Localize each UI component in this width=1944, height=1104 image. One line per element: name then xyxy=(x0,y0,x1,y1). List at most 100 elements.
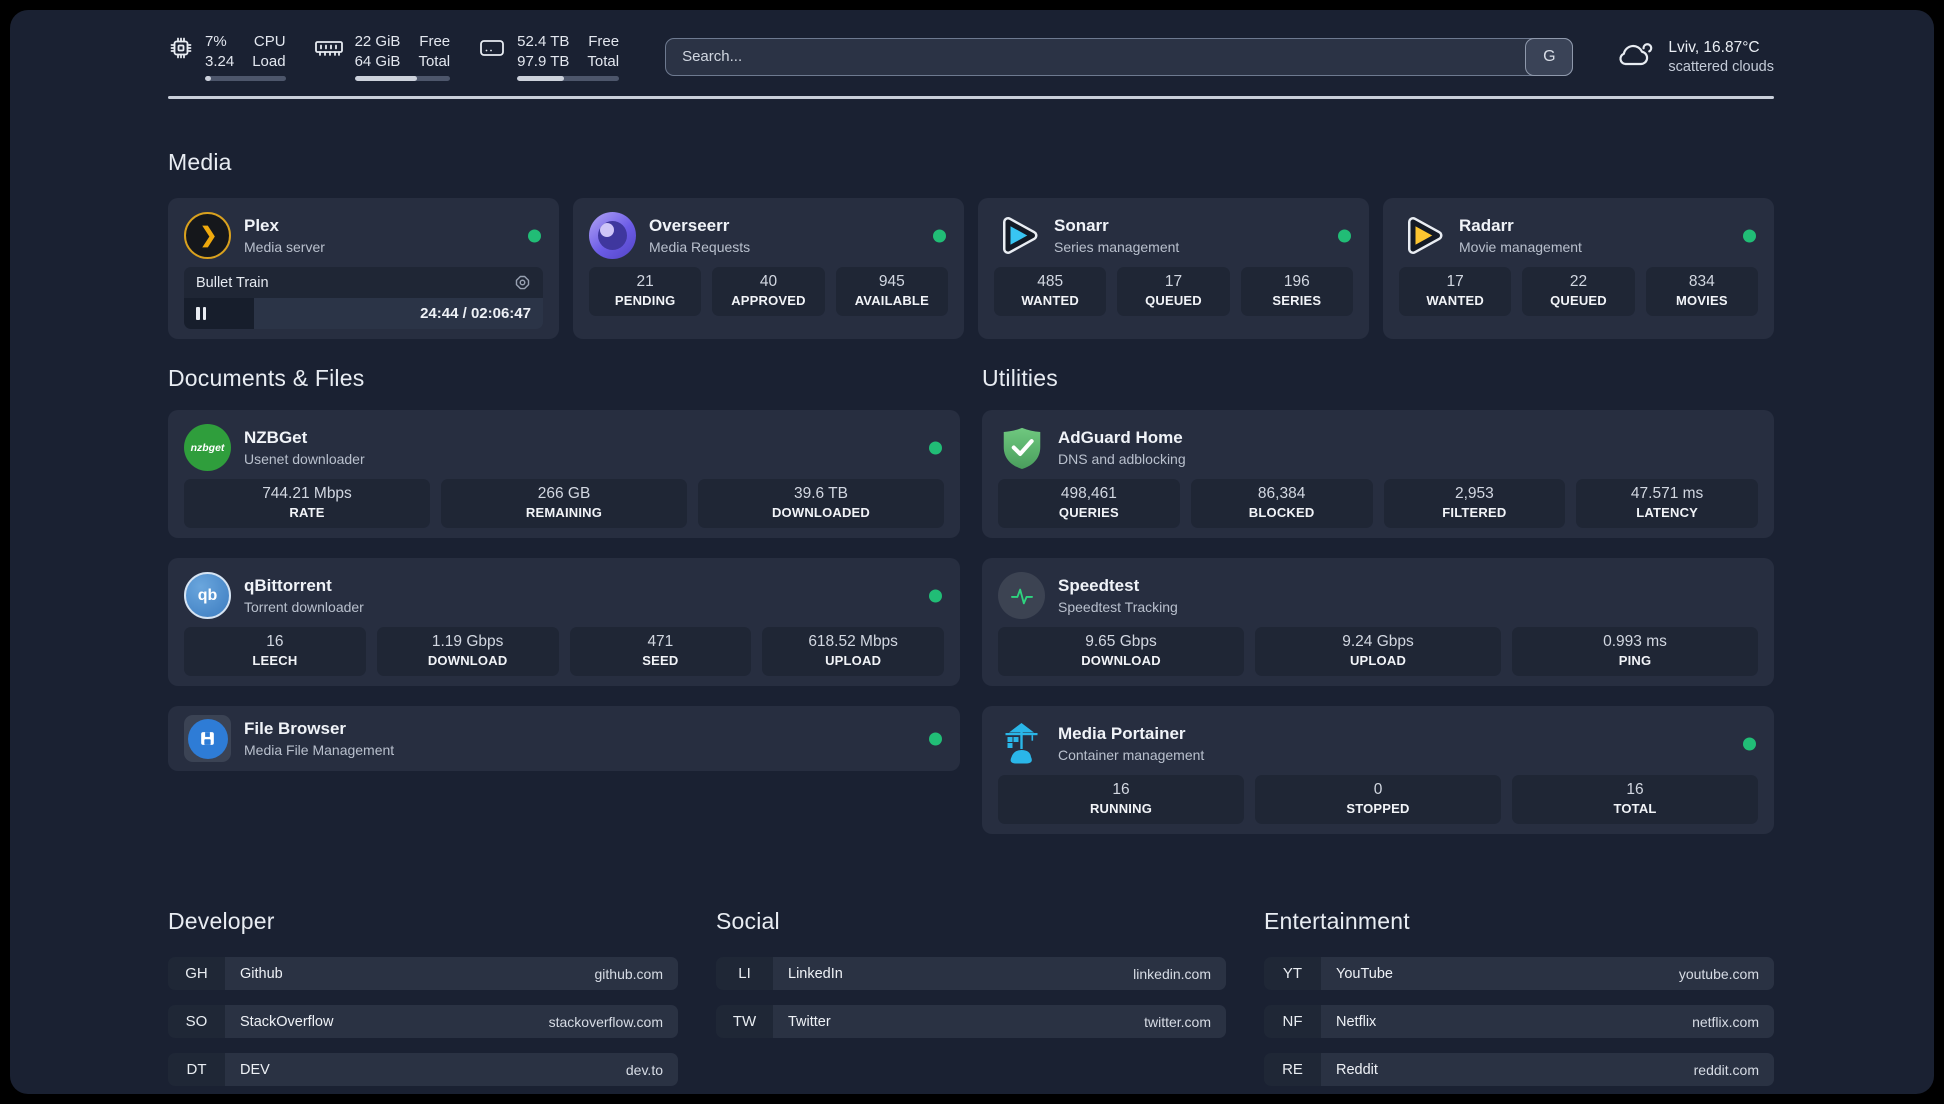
app-card-nzbget[interactable]: nzbget NZBGet Usenet downloader 744.21 M… xyxy=(168,410,960,538)
stat-box-series: 196 SERIES xyxy=(1240,267,1353,316)
stat-box-latency: 47.571 ms LATENCY xyxy=(1576,479,1758,528)
bookmark-url: youtube.com xyxy=(1678,965,1759,982)
stat-box-wanted: 17 WANTED xyxy=(1399,267,1512,316)
top-bar: 7% 3.24 CPU Load 22 GiB 64 GiB Free Total xyxy=(168,32,1774,81)
bookmark-abbr: SO xyxy=(168,1005,225,1038)
stat-box-remaining: 266 GB REMAINING xyxy=(441,479,687,528)
bookmark-linkedin[interactable]: LI LinkedIn linkedin.com xyxy=(716,957,1226,990)
app-card-filebrowser[interactable]: File Browser Media File Management xyxy=(168,706,960,771)
app-description: Media server xyxy=(244,239,325,255)
search-input[interactable] xyxy=(666,38,1527,75)
bookmark-url: linkedin.com xyxy=(1133,965,1211,982)
weather-location-temp: Lviv, 16.87°C xyxy=(1668,38,1760,56)
search-engine-button[interactable]: G xyxy=(1525,37,1574,76)
app-description: Media Requests xyxy=(649,239,751,255)
app-name: Speedtest xyxy=(1058,576,1140,595)
speedtest-icon xyxy=(998,572,1045,619)
app-description: Movie management xyxy=(1459,239,1582,255)
adguard-icon xyxy=(998,424,1045,471)
cpu-icon xyxy=(168,35,194,66)
section-title-developer: Developer xyxy=(168,908,275,934)
plex-icon: ❯ xyxy=(184,212,231,259)
section-title-media: Media xyxy=(168,149,232,175)
status-online-dot xyxy=(1743,737,1756,750)
bookmark-netflix[interactable]: NF Netflix netflix.com xyxy=(1264,1005,1774,1038)
ram-icon xyxy=(314,35,344,66)
ram-label-2: Total xyxy=(418,52,451,70)
radarr-icon xyxy=(1399,212,1446,259)
app-description: Media File Management xyxy=(244,742,395,758)
weather-condition: scattered clouds xyxy=(1668,58,1774,75)
bookmark-abbr: TW xyxy=(716,1005,773,1038)
app-card-portainer[interactable]: Media Portainer Container management 16 R… xyxy=(982,706,1774,834)
stat-box-rate: 744.21 Mbps RATE xyxy=(184,479,430,528)
utilities-column: Utilities AdGuard Home DNS and adblockin… xyxy=(982,339,1774,854)
bookmark-url: github.com xyxy=(594,965,663,982)
ram-total: 64 GiB xyxy=(354,52,401,70)
bookmark-youtube[interactable]: YT YouTube youtube.com xyxy=(1264,957,1774,990)
app-card-plex[interactable]: ❯ Plex Media server Bullet Train xyxy=(168,198,559,339)
status-online-dot xyxy=(933,229,946,242)
media-grid: ❯ Plex Media server Bullet Train xyxy=(168,198,1774,339)
bookmark-name: YouTube xyxy=(1336,965,1393,982)
playback-progress-bar[interactable]: 24:44 / 02:06:47 xyxy=(184,298,543,329)
bookmark-github[interactable]: GH Github github.com xyxy=(168,957,678,990)
app-card-speedtest[interactable]: Speedtest Speedtest Tracking 9.65 Gbps DO… xyxy=(982,558,1774,686)
stat-box-total: 16 TOTAL xyxy=(1512,775,1758,824)
bookmark-twitter[interactable]: TW Twitter twitter.com xyxy=(716,1005,1226,1038)
stat-box-queued: 17 QUEUED xyxy=(1117,267,1230,316)
app-name: Sonarr xyxy=(1054,216,1109,235)
stat-box-filtered: 2,953 FILTERED xyxy=(1383,479,1566,528)
stat-box-upload: 9.24 Gbps UPLOAD xyxy=(1255,627,1501,676)
app-name: Plex xyxy=(244,216,279,235)
bookmark-reddit[interactable]: RE Reddit reddit.com xyxy=(1264,1053,1774,1086)
app-card-radarr[interactable]: Radarr Movie management 17 WANTED 22 QUEUE… xyxy=(1383,198,1774,339)
bookmark-name: LinkedIn xyxy=(788,965,843,982)
disk-label-2: Total xyxy=(587,52,620,70)
app-card-adguard[interactable]: AdGuard Home DNS and adblocking 498,461 Q… xyxy=(982,410,1774,538)
sonarr-icon xyxy=(994,212,1041,259)
bookmark-url: reddit.com xyxy=(1693,1061,1759,1078)
app-name: NZBGet xyxy=(244,428,308,447)
bookmark-name: Twitter xyxy=(788,1013,831,1030)
bookmark-abbr: DT xyxy=(168,1053,225,1086)
stat-box-queued: 22 QUEUED xyxy=(1522,267,1635,316)
app-card-qbittorrent[interactable]: qb qBittorrent Torrent downloader 16 LEEC… xyxy=(168,558,960,686)
bookmark-dev[interactable]: DT DEV dev.to xyxy=(168,1053,678,1086)
bookmark-stackoverflow[interactable]: SO StackOverflow stackoverflow.com xyxy=(168,1005,678,1038)
gear-icon[interactable] xyxy=(514,274,531,291)
ram-stat: 22 GiB 64 GiB Free Total xyxy=(314,32,451,81)
bookmark-abbr: RE xyxy=(1264,1053,1321,1086)
entertainment-column: Entertainment YT YouTube youtube.com NF N… xyxy=(1264,854,1774,1094)
disk-label-1: Free xyxy=(588,33,620,50)
disk-free: 52.4 TB xyxy=(517,33,570,50)
status-online-dot xyxy=(929,732,942,745)
bookmark-url: twitter.com xyxy=(1144,1013,1211,1030)
pause-icon[interactable] xyxy=(196,307,206,320)
app-name: Overseerr xyxy=(649,216,730,235)
bookmark-url: stackoverflow.com xyxy=(548,1013,663,1030)
weather-widget: Lviv, 16.87°C scattered clouds xyxy=(1615,39,1774,75)
ram-label-1: Free xyxy=(419,33,451,50)
app-card-overseerr[interactable]: Overseerr Media Requests 21 PENDING 40 APP… xyxy=(573,198,964,339)
app-description: Usenet downloader xyxy=(244,451,365,467)
stat-box-upload: 618.52 Mbps UPLOAD xyxy=(762,627,944,676)
bookmark-abbr: NF xyxy=(1264,1005,1321,1038)
section-title-documents: Documents & Files xyxy=(168,365,365,391)
app-card-sonarr[interactable]: Sonarr Series management 485 WANTED 17 QUE… xyxy=(978,198,1369,339)
stat-box-movies: 834 MOVIES xyxy=(1645,267,1758,316)
status-online-dot xyxy=(929,441,942,454)
app-description: Torrent downloader xyxy=(244,599,364,615)
app-description: Series management xyxy=(1054,239,1180,255)
cpu-stat: 7% 3.24 CPU Load xyxy=(168,32,286,81)
bookmark-name: Netflix xyxy=(1336,1013,1377,1030)
dashboard: 7% 3.24 CPU Load 22 GiB 64 GiB Free Total xyxy=(10,10,1934,1094)
stat-box-ping: 0.993 ms PING xyxy=(1512,627,1758,676)
section-title-utilities: Utilities xyxy=(982,365,1058,391)
stat-box-available: 945 AVAILABLE xyxy=(835,267,948,316)
social-column: Social LI LinkedIn linkedin.com TW Twitte… xyxy=(716,854,1226,1094)
app-name: Media Portainer xyxy=(1058,724,1186,743)
cpu-load: 3.24 xyxy=(205,52,235,70)
stat-box-leech: 16 LEECH xyxy=(184,627,366,676)
section-title-social: Social xyxy=(716,908,780,934)
